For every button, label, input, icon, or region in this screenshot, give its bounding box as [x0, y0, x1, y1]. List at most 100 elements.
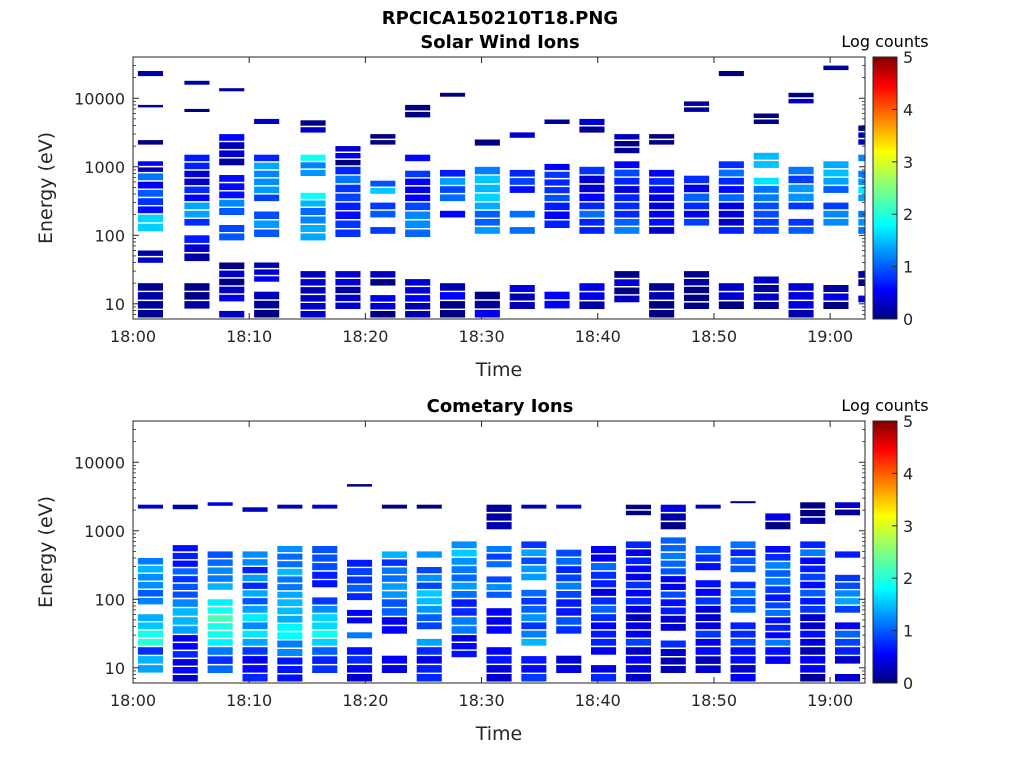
- spectrogram-cell: [254, 291, 280, 300]
- spectrogram-cell: [137, 167, 163, 172]
- spectrogram-cell: [312, 614, 338, 621]
- spectrogram-cell: [660, 513, 686, 521]
- spectrogram-cell: [625, 573, 651, 581]
- spectrogram-cell: [718, 292, 744, 300]
- spectrogram-cell: [312, 554, 338, 562]
- spectrogram-cell: [416, 504, 442, 509]
- spectrogram-cell: [184, 186, 210, 194]
- spectrogram-cell: [660, 552, 686, 560]
- spectrogram-cell: [207, 583, 233, 590]
- spectrogram-cell: [474, 309, 500, 318]
- spectrogram-cell: [544, 211, 570, 219]
- spectrogram-cell: [788, 202, 814, 210]
- spectrogram-cell: [800, 614, 826, 621]
- spectrogram-cell: [451, 635, 477, 642]
- spectrogram-cell: [451, 582, 477, 590]
- spectrogram-cell: [474, 300, 500, 309]
- spectrogram-cell: [521, 674, 547, 682]
- spectrogram-cell: [684, 193, 710, 202]
- spectrogram-cell: [579, 202, 605, 210]
- colorbar: Log counts 0 1 2 3 4 5: [841, 32, 928, 329]
- spectrogram-cell: [730, 622, 756, 630]
- spectrogram-cell: [172, 591, 198, 598]
- spectrogram-cell: [544, 163, 570, 171]
- spectrogram-cell: [440, 283, 466, 291]
- spectrogram-cell: [370, 188, 396, 194]
- spectrogram-cell: [370, 180, 396, 187]
- spectrogram-cell: [335, 220, 361, 228]
- spectrogram-cell: [137, 566, 163, 573]
- x-tick-label: 18:00: [110, 327, 156, 346]
- spectrogram-cell: [695, 546, 721, 554]
- spectrogram-cell: [614, 161, 640, 169]
- spectrogram-cell: [765, 656, 791, 664]
- spectrogram-cell: [684, 107, 710, 112]
- spectrogram-cell: [614, 147, 640, 154]
- spectrogram-cell: [800, 665, 826, 673]
- spectrogram-cell: [137, 614, 163, 621]
- spectrogram-cell: [277, 584, 303, 591]
- spectrogram-cell: [800, 622, 826, 630]
- spectrogram-cell: [730, 665, 756, 673]
- spectrogram-cell: [509, 132, 535, 138]
- spectrogram-cell: [184, 244, 210, 252]
- spectrogram-cell: [649, 194, 675, 202]
- spectrogram-cells: [137, 65, 865, 318]
- spectrogram-cell: [649, 310, 675, 318]
- spectrogram-cell: [544, 220, 570, 228]
- colorbar-tick-label: 3: [903, 153, 913, 172]
- spectrogram-cell: [800, 517, 826, 524]
- spectrogram-cell: [730, 597, 756, 605]
- spectrogram-cell: [254, 162, 280, 170]
- spectrogram-cell: [614, 169, 640, 177]
- spectrogram-cell: [312, 665, 338, 673]
- spectrogram-cell: [718, 161, 744, 169]
- spectrogram-cell: [416, 622, 442, 630]
- spectrogram-cell: [486, 504, 512, 512]
- spectrogram-cell: [509, 302, 535, 309]
- y-tick-label: 10000: [74, 453, 125, 472]
- spectrogram-cell: [788, 283, 814, 291]
- spectrogram-cell: [788, 301, 814, 309]
- spectrogram-cell: [509, 178, 535, 185]
- spectrogram-cell: [277, 632, 303, 640]
- colorbar-label: Log counts: [841, 396, 928, 415]
- spectrogram-cell: [184, 162, 210, 170]
- spectrogram-cell: [625, 605, 651, 613]
- spectrogram-cell: [556, 549, 582, 557]
- spectrogram-cell: [823, 293, 849, 301]
- spectrogram-cell: [381, 567, 407, 574]
- spectrogram-cell: [788, 218, 814, 226]
- spectrogram-cell: [474, 227, 500, 234]
- spectrogram-cell: [300, 233, 326, 241]
- spectrogram-cell: [835, 582, 861, 589]
- spectrogram-cell: [660, 560, 686, 567]
- spectrogram-cell: [474, 139, 500, 146]
- spectrogram-cell: [416, 567, 442, 574]
- spectrogram-cell: [347, 647, 373, 655]
- spectrogram-cell: [695, 597, 721, 605]
- spectrogram-cell: [347, 609, 373, 616]
- spectrogram-cell: [649, 140, 675, 145]
- spectrogram-cell: [649, 210, 675, 218]
- spectrogram-cell: [451, 643, 477, 650]
- spectrogram-cell: [137, 198, 163, 205]
- spectrogram-cell: [486, 513, 512, 521]
- spectrogram-cell: [579, 292, 605, 300]
- spectrogram-cell: [440, 194, 466, 202]
- spectrogram-cell: [207, 647, 233, 655]
- spectrogram-cell: [207, 502, 233, 506]
- spectrogram-cell: [184, 301, 210, 309]
- spectrogram-cell: [312, 580, 338, 588]
- spectrogram-cell: [579, 118, 605, 125]
- spectrogram-cell: [835, 605, 861, 613]
- spectrogram-cells: [137, 484, 861, 682]
- spectrogram-cell: [172, 659, 198, 666]
- x-axis: 18:00 18:10 18:20 18:30 18:40 18:50 19:00: [110, 57, 853, 346]
- spectrogram-cell: [184, 253, 210, 262]
- spectrogram-cell: [300, 311, 326, 318]
- spectrogram-cell: [440, 186, 466, 193]
- spectrogram-cell: [451, 574, 477, 582]
- spectrogram-cell: [788, 98, 814, 104]
- spectrogram-cell: [544, 202, 570, 211]
